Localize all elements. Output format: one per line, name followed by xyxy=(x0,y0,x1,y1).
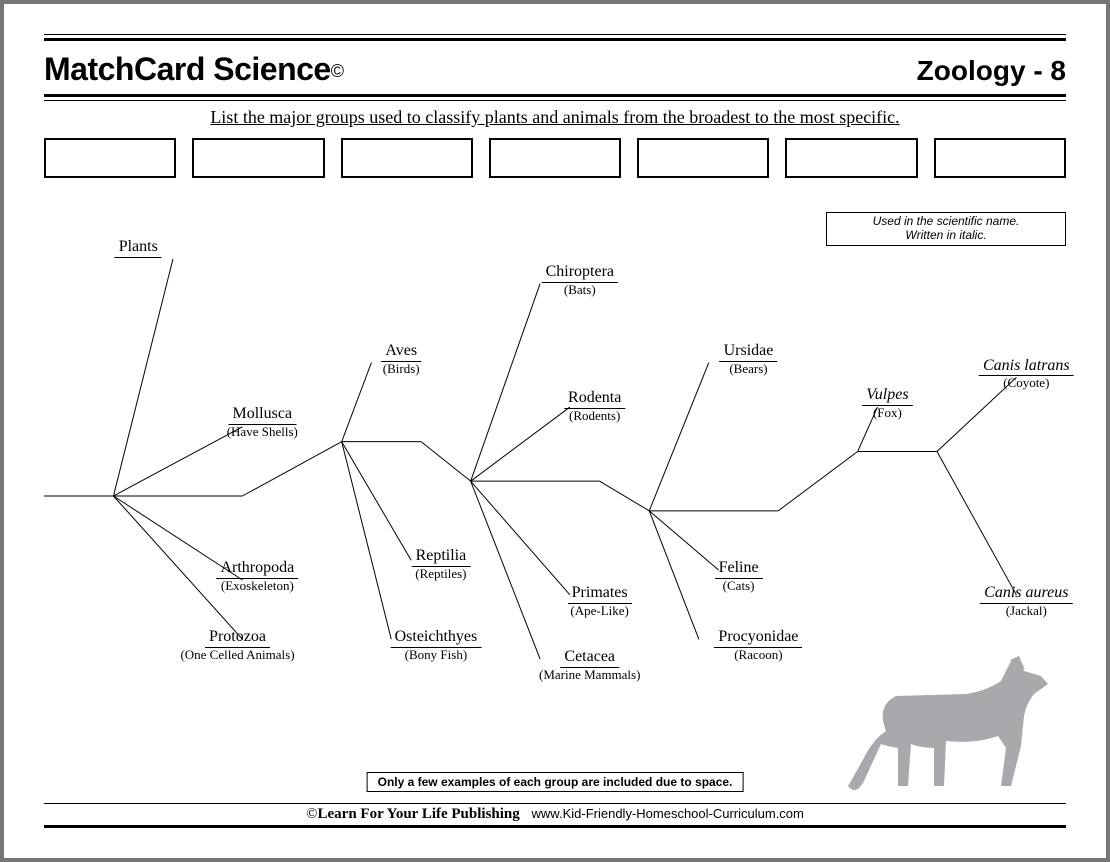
dog-illustration xyxy=(826,636,1056,806)
content-area: MatchCard Science© Zoology - 8 List the … xyxy=(44,34,1066,828)
instruction-text: List the major groups used to classify p… xyxy=(44,107,1066,128)
blank-box[interactable] xyxy=(192,138,324,178)
tree-node-label: Ursidae(Bears) xyxy=(720,343,778,375)
footnote-box: Only a few examples of each group are in… xyxy=(367,772,744,792)
header: MatchCard Science© Zoology - 8 xyxy=(44,51,1066,88)
tree-node-label: Chiroptera(Bats) xyxy=(542,264,618,296)
tree-node-label: Canis aureus(Jackal) xyxy=(980,585,1072,617)
tree-node-label: Cetacea(Marine Mammals) xyxy=(539,649,640,681)
footer: ©Learn For Your Life Publishing www.Kid-… xyxy=(44,803,1066,828)
tree-node-label: Reptilia(Reptiles) xyxy=(412,548,471,580)
tree-node-label: Plants xyxy=(115,239,162,258)
tree-node-label: Osteichthyes(Bony Fish) xyxy=(391,629,482,661)
sci-note-line2: Written in italic. xyxy=(831,229,1061,243)
blank-box[interactable] xyxy=(341,138,473,178)
tree-node-label: Arthropoda(Exoskeleton) xyxy=(216,560,298,592)
footer-rule-bot xyxy=(44,825,1066,828)
tree-node-label: Primates(Ape-Like) xyxy=(568,585,632,617)
tree-node-label: Mollusca(Have Shells) xyxy=(227,406,298,438)
sci-note-line1: Used in the scientific name. xyxy=(831,215,1061,229)
blank-box[interactable] xyxy=(934,138,1066,178)
header-section: Zoology - 8 xyxy=(917,55,1066,87)
title-copyright: © xyxy=(331,61,344,81)
blank-box[interactable] xyxy=(785,138,917,178)
mid-rule-thin xyxy=(44,100,1066,101)
tree-node-label: Canis latrans(Coyote) xyxy=(979,358,1074,390)
tree-node-label: Procyonidae(Racoon) xyxy=(714,629,802,661)
top-rule-thick xyxy=(44,38,1066,41)
header-title: MatchCard Science© xyxy=(44,51,343,88)
tree-node-label: Protozoa(One Celled Animals) xyxy=(180,629,294,661)
blank-boxes-row xyxy=(44,138,1066,178)
blank-box[interactable] xyxy=(44,138,176,178)
worksheet-page: MatchCard Science© Zoology - 8 List the … xyxy=(0,0,1110,862)
tree-node-label: Feline(Cats) xyxy=(715,560,763,592)
tree-node-label: Vulpes(Fox) xyxy=(862,387,912,419)
blank-box[interactable] xyxy=(637,138,769,178)
scientific-name-note: Used in the scientific name. Written in … xyxy=(826,212,1066,246)
tree-node-label: Aves(Birds) xyxy=(381,343,421,375)
tree-node-label: Rodenta(Rodents) xyxy=(564,390,625,422)
blank-box[interactable] xyxy=(489,138,621,178)
title-text: MatchCard Science xyxy=(44,51,331,87)
footer-url: www.Kid-Friendly-Homeschool-Curriculum.c… xyxy=(532,806,804,821)
footer-publisher: Learn For Your Life Publishing xyxy=(318,806,520,822)
footer-copyright: © xyxy=(306,806,317,822)
